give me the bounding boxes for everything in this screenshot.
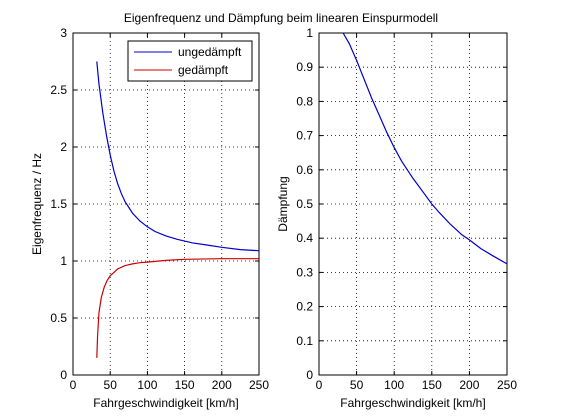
x-tick-label: 150 (422, 378, 442, 392)
y-tick-label: 3 (60, 26, 67, 40)
axis-ticks (72, 32, 260, 376)
y-tick-label: 0.9 (296, 60, 313, 74)
x-tick-label: 150 (175, 378, 195, 392)
x-tick-label: 200 (212, 378, 232, 392)
y-tick-label: 0.8 (296, 94, 313, 108)
series-line-unged-mpft (96, 61, 260, 252)
x-tick-label: 100 (137, 378, 157, 392)
x-tick-label: 50 (350, 378, 364, 392)
y-tick-label: 0.6 (296, 163, 313, 177)
y-tick-label: 0.4 (296, 231, 313, 245)
y-tick-label: 0 (306, 368, 313, 382)
legend-label-gedaempft: gedämpft (178, 63, 229, 77)
chart-daempfung: 0 50 100 150 200 250 0 0.1 0.2 0.3 0.4 0.5 0.6 0.7 0.8… (276, 26, 517, 410)
grid (319, 33, 507, 375)
x-tick-label: 250 (249, 378, 269, 392)
y-axis-label: Eigenfrequenz / Hz (30, 153, 44, 255)
series-group (96, 61, 260, 358)
x-tick-label: 0 (70, 378, 77, 392)
x-tick-label: 0 (316, 378, 323, 392)
legend-box (127, 40, 253, 82)
x-tick-label: 200 (459, 378, 479, 392)
y-tick-label: 1 (306, 26, 313, 40)
figure-title: Eigenfrequenz und Dämpfung beim linearen… (124, 11, 438, 25)
chart-eigenfrequenz: 0 50 100 150 200 250 0 0.5 1 1.5 2 2.5 3 Fahrgeschwi… (30, 26, 269, 410)
y-tick-label: 0.7 (296, 129, 313, 143)
x-axis-label: Fahrgeschwindigkeit [km/h] (340, 396, 485, 410)
y-tick-label: 2.5 (50, 83, 67, 97)
y-axis-label: Dämpfung (276, 176, 290, 231)
y-tick-label: 0.5 (296, 197, 313, 211)
y-tick-label: 1 (60, 254, 67, 268)
y-tick-label: 1.5 (50, 197, 67, 211)
y-tick-label: 2 (60, 140, 67, 154)
grid (73, 33, 259, 375)
tick-labels: 0 50 100 150 200 250 0 0.1 0.2 0.3 0.4 0.5 0.6 0.7 0.8… (296, 26, 517, 392)
x-tick-label: 100 (384, 378, 404, 392)
y-tick-label: 0.1 (296, 334, 313, 348)
y-tick-label: 0.5 (50, 311, 67, 325)
y-tick-label: 0 (60, 368, 67, 382)
x-tick-label: 250 (497, 378, 517, 392)
tick-labels: 0 50 100 150 200 250 0 0.5 1 1.5 2 2.5 3 (50, 26, 269, 392)
series-line-ged-mpft (96, 258, 259, 358)
y-tick-label: 0.2 (296, 300, 313, 314)
series-line-0 (342, 32, 508, 265)
x-tick-label: 50 (104, 378, 118, 392)
axis-ticks (318, 32, 508, 376)
x-axis-label: Fahrgeschwindigkeit [km/h] (93, 396, 238, 410)
legend: ungedämpft gedämpft (127, 40, 253, 82)
legend-label-ungedaempft: ungedämpft (178, 45, 242, 59)
y-tick-label: 0.3 (296, 265, 313, 279)
series-group (342, 32, 508, 265)
